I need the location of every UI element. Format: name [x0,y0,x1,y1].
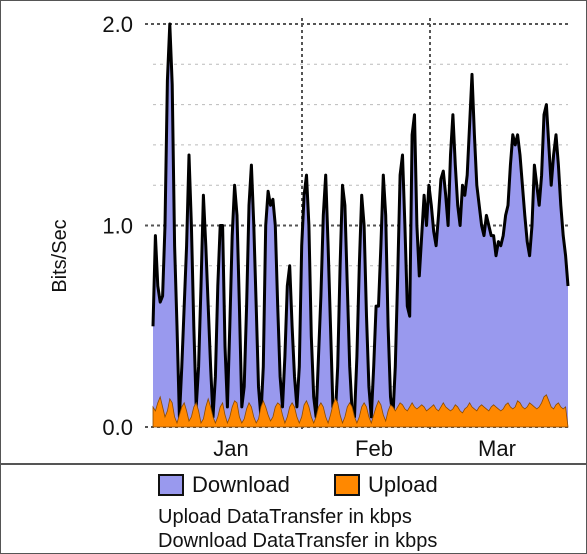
caption-upload: Upload DataTransfer in kbps [158,506,412,528]
x-tick-label: Feb [355,436,393,461]
y-tick-label: 0.0 [102,415,133,440]
download-line [151,22,570,419]
legend-label-upload: Upload [368,472,438,497]
legend-label-download: Download [192,472,290,497]
download-swatch [158,474,184,496]
legend-item-upload: Upload [334,472,438,498]
y-tick-label: 1.0 [102,214,133,239]
legend-separator [0,463,587,465]
legend-item-download: Download [158,472,290,498]
axis-layer: 2.0 1.0 0.0 Jan Feb Mar [102,12,516,461]
upload-swatch [334,474,360,496]
legend: Download Upload Upload DataTransfer in k… [0,466,587,554]
x-tick-label: Mar [478,436,516,461]
y-tick-label: 2.0 [102,12,133,37]
caption-download: Download DataTransfer in kbps [158,530,438,552]
series-layer [151,22,570,428]
chart-svg: 2.0 1.0 0.0 Jan Feb Mar Bits/Sec [49,12,570,461]
upload-area [152,394,569,428]
y-axis-label: Bits/Sec [49,219,71,292]
x-tick-label: Jan [213,436,248,461]
